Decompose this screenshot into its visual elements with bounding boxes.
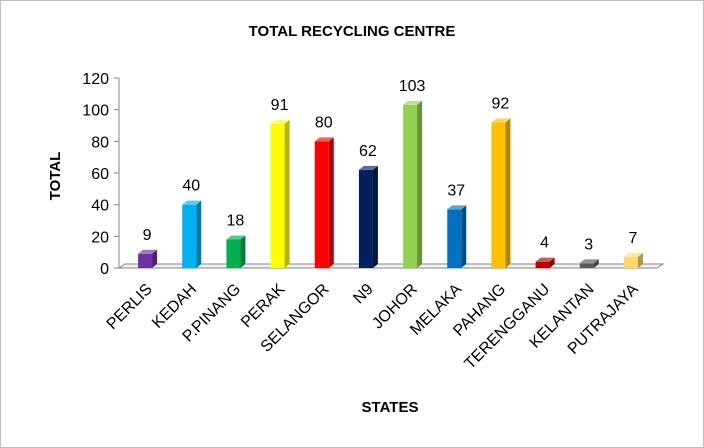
bar-p-pinang (226, 235, 246, 268)
bar-front (535, 261, 550, 268)
y-tick-label: 100 (82, 103, 109, 120)
bar-front (182, 204, 197, 268)
bar-top (138, 249, 158, 254)
y-tick-label: 20 (91, 229, 109, 246)
data-label: 103 (399, 78, 426, 95)
data-label: 4 (540, 235, 549, 252)
bar-side (593, 259, 599, 268)
bar-front (623, 256, 638, 268)
bar-front (579, 263, 594, 268)
bar-side (284, 119, 290, 269)
data-label: 92 (492, 95, 510, 112)
y-tick-label: 40 (91, 198, 109, 215)
bar-side (152, 249, 158, 268)
bar-front (270, 123, 285, 269)
y-tick-label: 120 (82, 71, 109, 88)
bar-side (240, 235, 246, 268)
bar-selangor (314, 137, 334, 268)
bar-top (358, 165, 378, 170)
y-tick-label: 80 (91, 134, 109, 151)
bar-side (461, 205, 467, 268)
bars (138, 100, 643, 269)
data-label: 7 (628, 230, 637, 247)
category-label: N9 (350, 281, 377, 308)
bar-top (182, 200, 202, 205)
bar-side (549, 257, 555, 268)
data-label: 3 (584, 236, 593, 253)
bar-putrajaya (623, 252, 643, 268)
category-label: PERLIS (104, 281, 156, 333)
data-label: 18 (227, 213, 245, 230)
data-label: 91 (271, 97, 289, 114)
bar-johor (403, 100, 423, 269)
bar-top (491, 118, 511, 123)
bar-front (226, 239, 241, 268)
y-axis-title: TOTAL (47, 152, 64, 201)
bar-melaka (447, 205, 467, 268)
bar-side (196, 200, 202, 268)
bar-kelantan (579, 259, 599, 268)
data-label: 80 (315, 114, 333, 131)
bar-top (623, 252, 643, 257)
data-label: 37 (447, 182, 465, 199)
bar-kedah (182, 200, 202, 268)
x-axis-title: STATES (362, 399, 419, 416)
x-axis-floor (117, 263, 665, 269)
bar-side (505, 118, 511, 268)
bar-front (358, 169, 373, 268)
bar-top (535, 257, 555, 262)
bar-n9 (358, 165, 378, 268)
bar-top (314, 137, 334, 142)
bar-perak (270, 119, 290, 269)
data-label: 62 (359, 143, 377, 160)
bar-side (328, 137, 334, 268)
y-tick-label: 60 (91, 166, 109, 183)
bar-terengganu (535, 257, 555, 268)
bar-perlis (138, 249, 158, 268)
bar-side (417, 100, 423, 269)
data-label: 40 (182, 178, 200, 195)
bar-top (579, 259, 599, 264)
bar-front (314, 141, 329, 268)
bar-front (403, 104, 418, 269)
bar-front (138, 253, 153, 268)
bar-front (491, 122, 506, 268)
axes: 0 20 40 60 80 100 120 (82, 71, 665, 278)
bar-front (447, 209, 462, 268)
chart-title: TOTAL RECYCLING CENTRE (249, 23, 456, 40)
bar-top (403, 100, 423, 105)
bar-top (447, 205, 467, 210)
bar-top (226, 235, 246, 240)
y-tick-label: 0 (100, 261, 109, 278)
bar-pahang (491, 118, 511, 268)
bar-top (270, 119, 290, 124)
bar-side (372, 165, 378, 268)
data-label: 9 (143, 227, 152, 244)
bar-side (637, 252, 643, 268)
